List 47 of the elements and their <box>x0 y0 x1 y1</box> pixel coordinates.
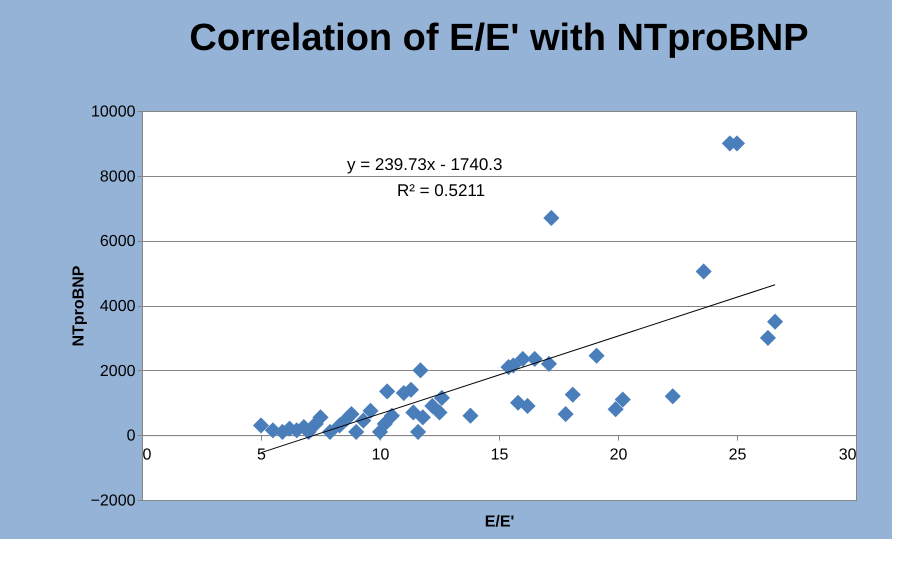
y-tick-label: 8000 <box>100 168 136 186</box>
point <box>696 263 712 280</box>
y-tick-label: −2000 <box>90 492 136 510</box>
x-tick-label: 10 <box>372 446 390 464</box>
point <box>664 388 681 404</box>
point <box>252 417 270 434</box>
x-tick-label: 25 <box>728 446 746 464</box>
point <box>462 408 478 424</box>
point <box>362 402 379 419</box>
point <box>384 408 400 424</box>
point <box>431 404 448 421</box>
point <box>608 401 624 418</box>
y-tick-label: 4000 <box>100 298 136 315</box>
point <box>343 406 360 422</box>
point <box>348 424 364 440</box>
point <box>614 391 631 408</box>
x-tick-label: 15 <box>490 446 508 464</box>
y-tick-label: 10000 <box>91 104 136 120</box>
point <box>520 398 536 414</box>
point <box>410 424 426 440</box>
y-tick-label: 0 <box>126 428 136 445</box>
annotation: R² = 0.5211 <box>397 181 486 200</box>
point <box>540 356 558 372</box>
y-axis-title: NTproBNP <box>70 265 88 346</box>
x-tick-label: 0 <box>142 446 152 464</box>
x-tick-label: 5 <box>257 446 266 464</box>
point <box>588 348 605 364</box>
point <box>376 416 393 432</box>
point <box>434 390 450 406</box>
point <box>543 210 560 226</box>
point <box>414 409 431 426</box>
point <box>405 404 422 421</box>
point <box>760 330 776 346</box>
chart-title: Correlation of E/E' with NTproBNP <box>189 17 809 59</box>
y-tick-label: 6000 <box>100 233 136 250</box>
point <box>564 386 581 403</box>
x-tick-label: 20 <box>610 446 628 464</box>
point <box>767 314 784 330</box>
annotation: y = 239.73x - 1740.3 <box>347 155 502 174</box>
point <box>514 350 531 368</box>
y-tick-label: 2000 <box>100 362 136 380</box>
point <box>379 383 396 400</box>
x-tick-label: 30 <box>838 446 857 464</box>
point <box>412 362 429 378</box>
point <box>526 350 543 368</box>
point <box>558 406 574 422</box>
x-axis-title: E/E' <box>484 514 514 530</box>
